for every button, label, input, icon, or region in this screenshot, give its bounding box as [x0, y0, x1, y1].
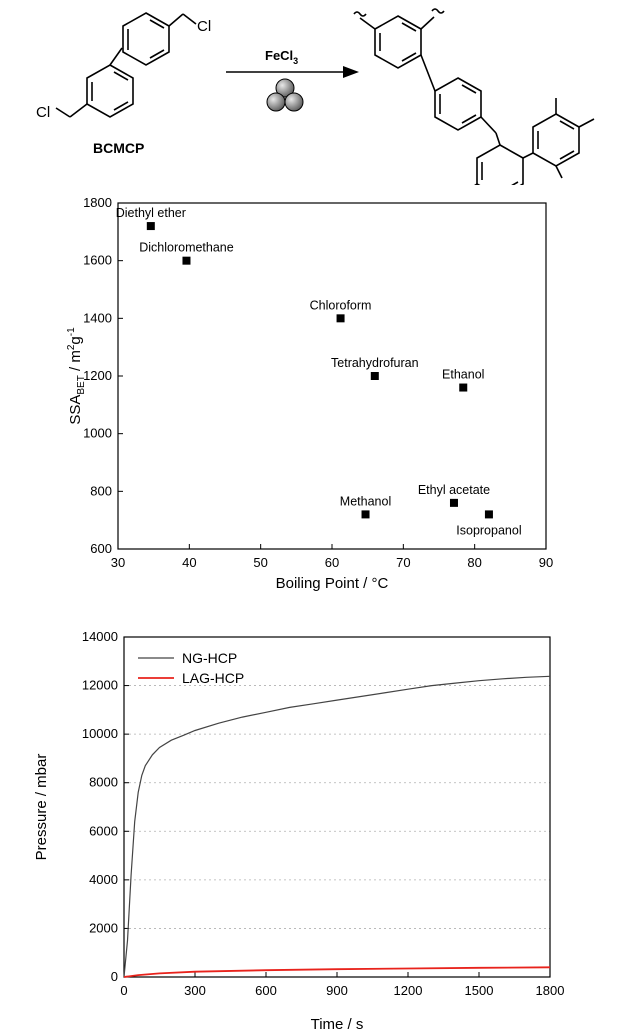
series-line: [123, 966, 551, 978]
y-tick-label: 10000: [82, 726, 118, 741]
data-point: [361, 510, 370, 519]
series-lines: [123, 675, 551, 978]
chlorine-label-left: Cl: [36, 104, 50, 121]
x-tick-label: 80: [467, 555, 481, 570]
y-axis-label: SSABET / m2g-1: [66, 327, 87, 425]
data-point: [336, 314, 345, 323]
axis-ticks: 30 40 50 60 70 80 90 600 800 1000 1200 1400 1600 1800: [83, 195, 553, 570]
y-axis-label: Pressure / mbar: [33, 754, 50, 861]
x-tick-label: 90: [539, 555, 553, 570]
y-tick-label: 12000: [82, 678, 118, 693]
data-point: [459, 383, 468, 392]
y-tick-label: 600: [90, 541, 112, 556]
plot-frame: [123, 636, 551, 978]
legend-label: NG-HCP: [182, 650, 237, 666]
y-tick-label: 0: [111, 969, 118, 984]
point-label: Isopropanol: [456, 523, 521, 537]
point-label: Tetrahydrofuran: [331, 356, 419, 370]
data-points: Diethyl ether Dichloromethane Chloroform Te…: [116, 206, 522, 537]
ssa-vs-boiling-point-chart: 30 40 50 60 70 80 90 600 800 1000 1200 1400 1600 1800…: [66, 195, 553, 592]
x-axis-label: Time / s: [311, 1016, 364, 1033]
y-tick-label: 1600: [83, 253, 112, 268]
series-line: [123, 675, 551, 978]
data-point: [370, 372, 379, 380]
point-label: Diethyl ether: [116, 206, 186, 220]
y-tick-label: 800: [90, 483, 112, 498]
y-tick-label: 1000: [83, 426, 112, 441]
ball-mill-icon: [266, 78, 304, 112]
x-tick-label: 30: [111, 555, 125, 570]
point-label: Methanol: [340, 494, 391, 508]
x-tick-label: 1800: [536, 983, 565, 998]
y-tick-label: 1800: [83, 195, 112, 210]
data-point: [484, 510, 493, 519]
legend: NG-HCP LAG-HCP: [138, 650, 244, 686]
bcmcp-structure: [55, 12, 197, 118]
x-tick-label: 1500: [465, 983, 494, 998]
point-label: Ethanol: [442, 368, 484, 382]
grid-lines: [124, 685, 550, 929]
axis-ticks: 0 300 600 900 1200 1500 1800 0 2000 4000 6000 8000 1…: [82, 629, 565, 998]
y-tick-label: 4000: [89, 872, 118, 887]
y-tick-label: 1200: [83, 368, 112, 383]
y-tick-label: 14000: [82, 629, 118, 644]
point-label: Dichloromethane: [139, 241, 234, 255]
pressure-vs-time-chart: 0 300 600 900 1200 1500 1800 0 2000 4000 6000 8000 1…: [33, 629, 565, 1033]
bcmcp-label: BCMCP: [93, 140, 144, 156]
reagent-label: FeCl3: [265, 48, 298, 66]
x-tick-label: 900: [326, 983, 348, 998]
x-tick-label: 0: [120, 983, 127, 998]
point-label: Ethyl acetate: [418, 483, 490, 497]
x-tick-label: 60: [325, 555, 339, 570]
hcp-polymer-structure: [353, 8, 595, 185]
y-tick-label: 8000: [89, 775, 118, 790]
arrow-head: [343, 66, 359, 78]
x-tick-label: 600: [255, 983, 277, 998]
legend-label: LAG-HCP: [182, 670, 244, 686]
point-label: Chloroform: [310, 298, 372, 312]
data-point: [146, 222, 155, 231]
reaction-scheme: Cl Cl BCMCP FeCl3: [36, 8, 595, 185]
x-tick-label: 70: [396, 555, 410, 570]
chlorine-label-right: Cl: [197, 18, 211, 35]
y-tick-label: 1400: [83, 310, 112, 325]
x-tick-label: 300: [184, 983, 206, 998]
x-tick-label: 50: [253, 555, 267, 570]
y-tick-label: 6000: [89, 823, 118, 838]
x-axis-label: Boiling Point / °C: [276, 575, 389, 592]
y-tick-label: 2000: [89, 920, 118, 935]
data-point: [449, 498, 458, 507]
x-tick-label: 40: [182, 555, 196, 570]
x-tick-label: 1200: [394, 983, 423, 998]
data-point: [182, 256, 191, 265]
